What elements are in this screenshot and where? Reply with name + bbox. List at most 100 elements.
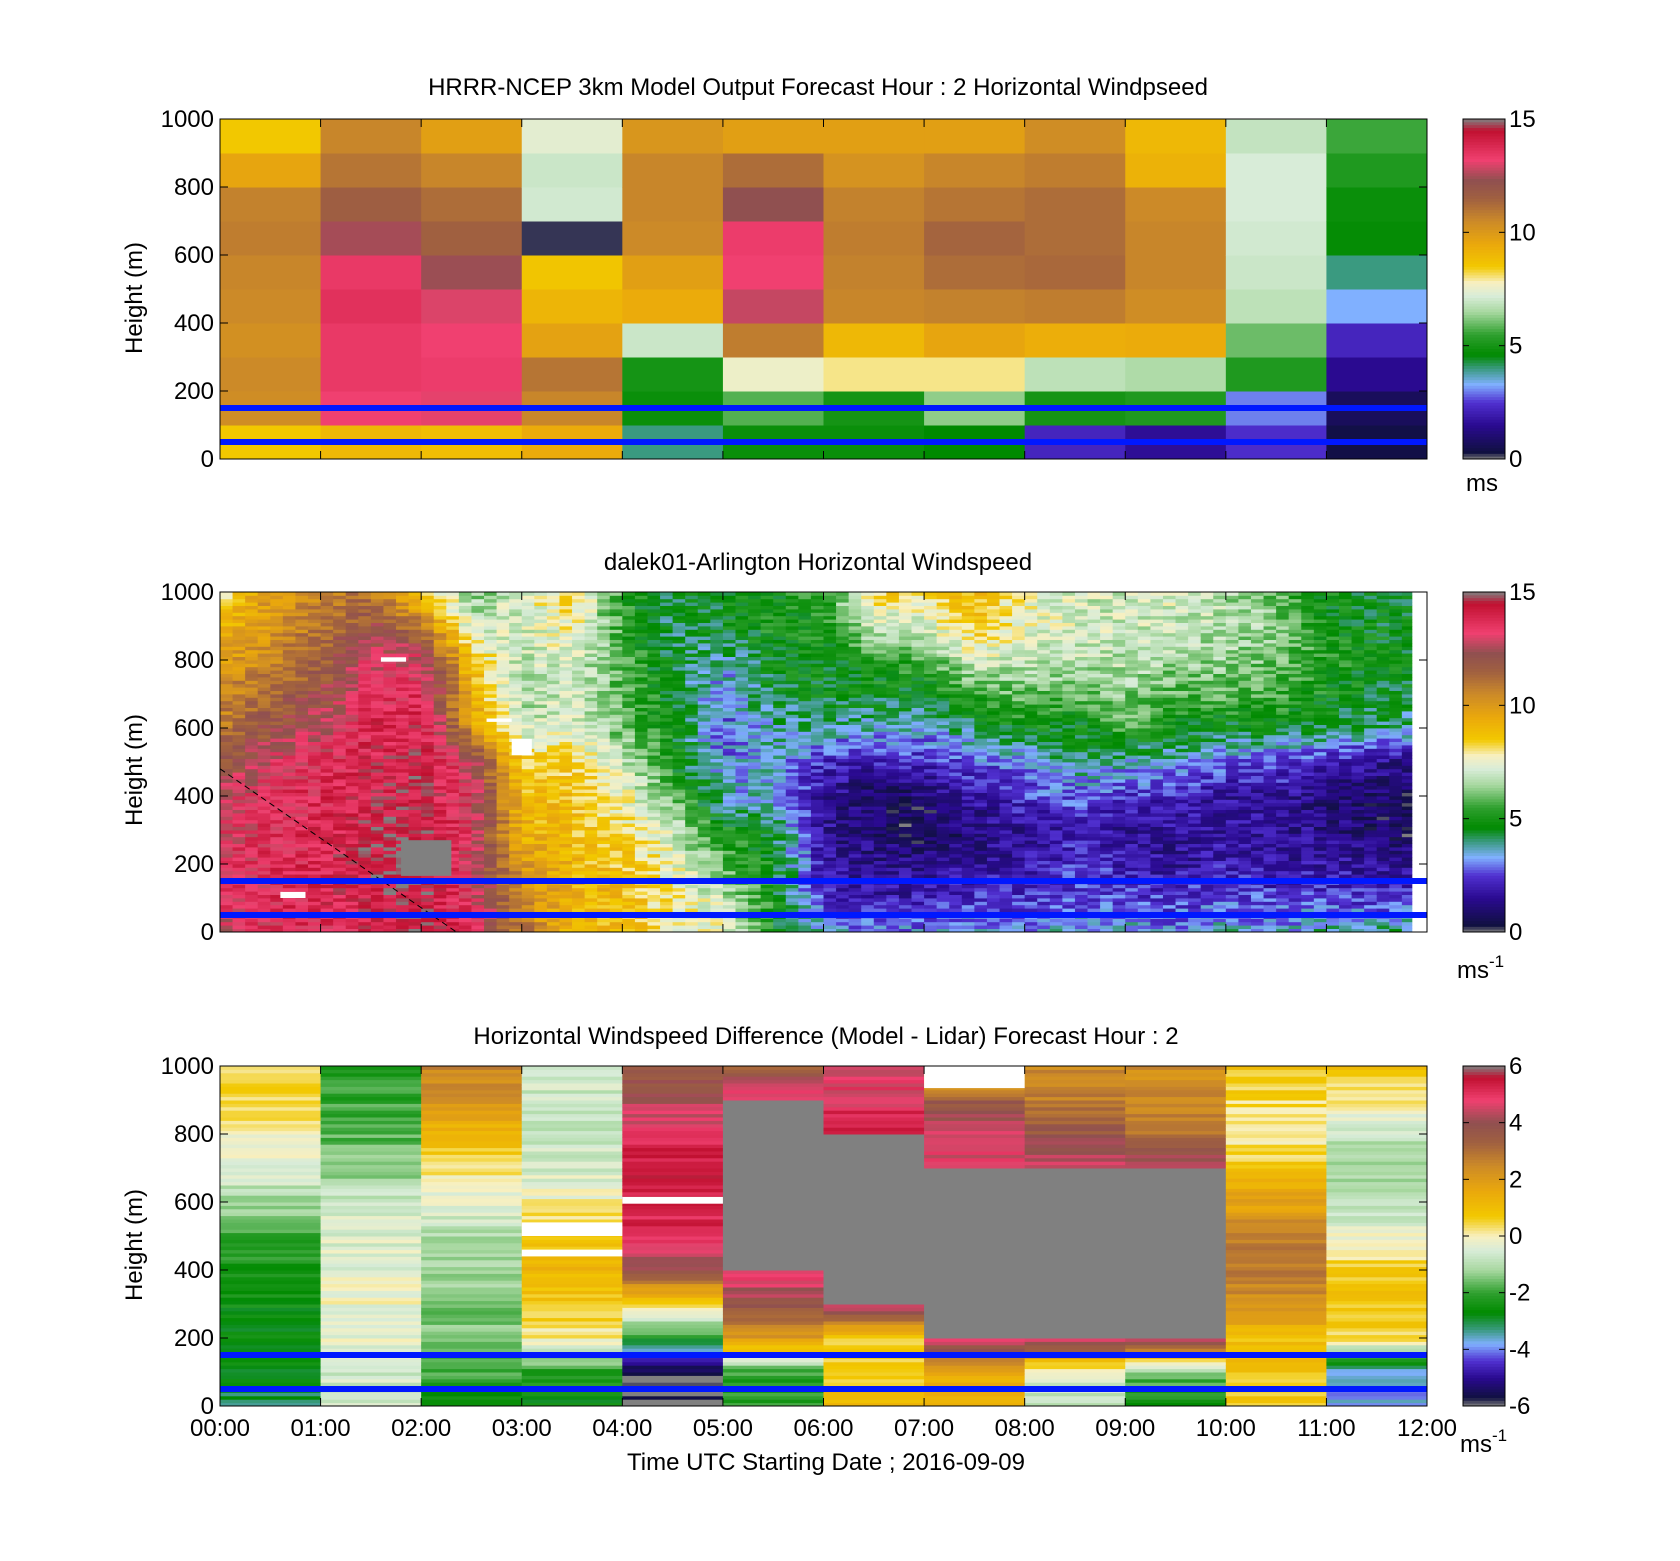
heatmap-cell [622,673,636,678]
heatmap-cell [760,792,774,797]
heatmap-cell [358,748,372,753]
heatmap-cell [572,612,586,617]
heatmap-cell [408,809,422,814]
heatmap-cell [320,626,334,630]
heatmap-cell [798,673,812,678]
heatmap-cell [421,755,435,759]
heatmap-cell [408,639,422,644]
heatmap-cell [232,775,246,780]
heatmap-cell [722,711,736,715]
heatmap-cell [245,796,259,800]
heatmap-cell [546,867,560,872]
heatmap-cell [546,745,560,749]
heatmap-cell [634,609,648,613]
heatmap-cell [1024,153,1126,188]
heatmap-cell [345,847,359,851]
heatmap-cell [748,819,762,824]
heatmap-cell [609,908,623,912]
heatmap-cell [421,704,435,708]
heatmap-cell [685,792,699,797]
heatmap-cell [333,612,347,617]
heatmap-cell [773,666,787,671]
heatmap-cell [785,643,799,647]
heatmap-cell [622,853,636,858]
heatmap-cell [672,636,686,640]
heatmap-cell [308,874,321,878]
heatmap-cell [308,704,321,708]
heatmap-cell [735,823,749,827]
heatmap-cell [546,656,560,661]
heatmap-cell [647,816,661,821]
panel-model: HRRR-NCEP 3km Model Output Forecast Hour… [121,74,1536,497]
heatmap-cell [345,734,359,739]
heatmap-cell [634,592,648,596]
heatmap-cell [1024,187,1126,222]
heatmap-cell [245,928,259,933]
heatmap-cell [697,833,711,838]
heatmap-cell [245,864,259,868]
heatmap-cell [308,592,321,596]
heatmap-cell [257,724,271,729]
heatmap-cell [496,789,510,793]
heatmap-cell [609,728,623,732]
heatmap-cell [421,762,435,766]
heatmap-cell [798,755,812,759]
heatmap-cell [521,901,535,906]
heatmap-cell [572,925,586,929]
heatmap-cell [609,632,623,637]
heatmap-cell [308,663,321,668]
heatmap-cell [245,894,259,899]
heatmap-cell [383,694,397,698]
heatmap-cell [534,809,548,814]
heatmap-cell [710,629,724,634]
heatmap-cell [546,870,560,875]
heatmap-cell [785,904,799,909]
heatmap-cell [559,870,573,875]
heatmap-cell [383,643,397,647]
heatmap-cell [685,663,699,668]
heatmap-cell [446,758,460,763]
heatmap-cell [785,653,799,657]
heatmap-cell [647,813,661,817]
heatmap-cell [308,629,321,634]
heatmap-cell [345,765,359,770]
heatmap-cell [559,884,573,889]
heatmap-cell [245,700,259,705]
heatmap-cell [521,629,535,634]
heatmap-cell [534,687,548,691]
heatmap-cell [232,898,246,902]
heatmap-cell [634,697,648,702]
heatmap-cell [597,670,611,674]
heatmap-cell [270,734,284,739]
heatmap-cell [546,775,560,780]
heatmap-cell [471,704,485,708]
heatmap-cell [685,619,699,623]
heatmap-cell [446,921,460,926]
heatmap-cell [408,826,422,831]
heatmap-cell [647,728,661,732]
heatmap-cell [358,697,372,702]
heatmap-cell [584,802,598,807]
heatmap-cell [396,768,409,773]
heatmap-cell [597,629,611,634]
heatmap-cell [521,768,535,773]
heatmap-cell [220,629,233,634]
heatmap-cell [257,884,271,889]
heatmap-cell [634,731,648,736]
heatmap-cell [798,850,812,855]
heatmap-cell [484,724,498,729]
colorbar-segment [1463,342,1505,347]
heatmap-cell [282,615,296,620]
heatmap-cell [396,836,409,841]
heatmap-cell [383,782,397,787]
heatmap-cell [421,731,435,736]
heatmap-cell [609,673,623,678]
heatmap-cell [484,643,498,647]
heatmap-cell [433,595,447,600]
heatmap-cell [308,694,321,698]
heatmap-cell [584,690,598,695]
heatmap-cell [672,843,686,848]
heatmap-cell [408,700,422,705]
heatmap-cell [333,921,347,926]
heatmap-cell [634,646,648,651]
